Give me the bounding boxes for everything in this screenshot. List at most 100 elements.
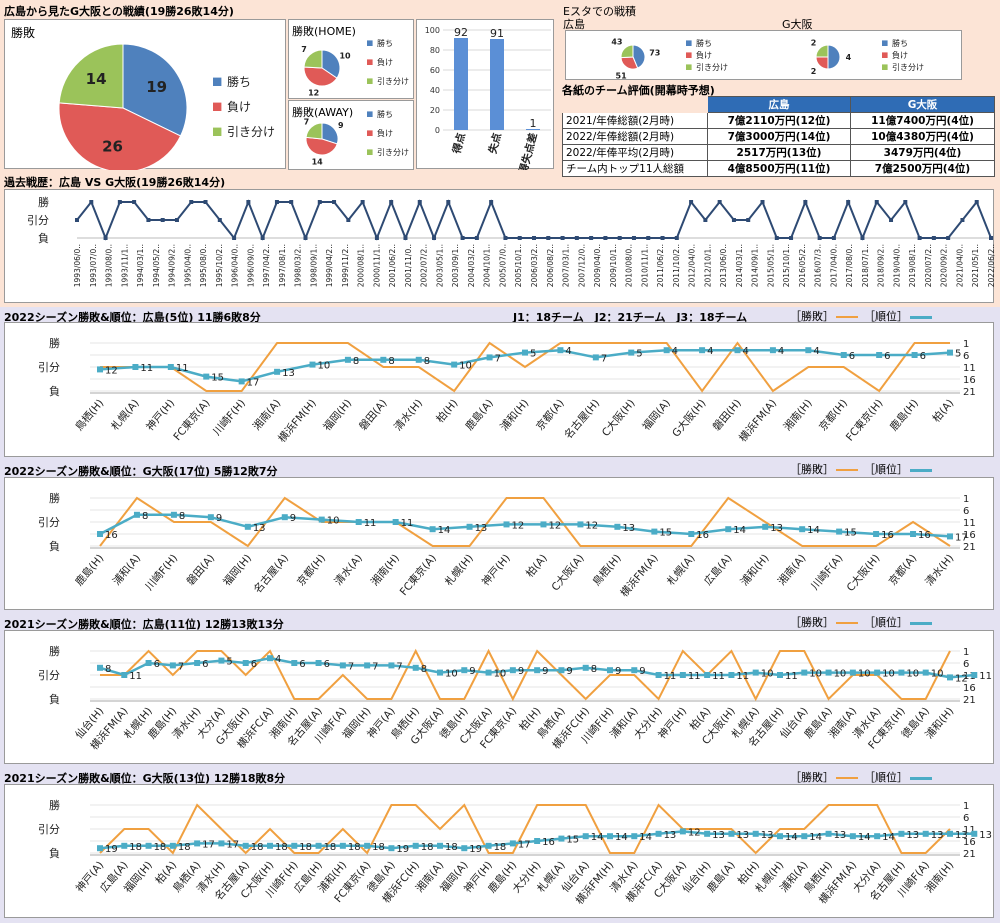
season-rank-point [557,347,564,354]
history-series-line [76,199,992,241]
season-category-label: 柏(A) [930,397,957,425]
season-category-label: 福岡(H) [320,397,354,434]
season-rank-tick: 16 [963,837,976,848]
home-slice [321,49,341,79]
history-point [132,200,137,204]
eval-cell: 7億3000万円(14位) [707,128,851,145]
season-rank-point [169,842,176,849]
overall-legend-swatch [213,127,222,136]
history-xtick-label: 2019/04/0.. [892,244,901,287]
legend-rank-swatch [910,468,932,472]
history-xtick-label: 2000/08/1.. [357,244,366,287]
season-rank-point [461,845,468,852]
season-category-label: FC東京(A) [397,552,439,598]
season-rank-point [558,835,565,842]
season-rank-label: 8 [591,664,597,675]
season-category-label: 名古屋(H) [562,397,603,442]
season-rank-point [315,660,322,666]
season-rank-point [876,352,883,358]
history-xtick-label: 2003/09/1.. [451,244,460,287]
season-panel-4: 勝引分負 1 6 11 16 21 19 18 18 18 17 17 18 18 18 18 18 18 19 18… [4,784,994,918]
season-category-label: FC東京(A) [171,397,213,443]
season-rank-point [799,526,806,533]
season-rank-label: 6 [202,659,208,670]
season-category-label: 磐田(A) [184,552,217,588]
season-rank-label: 10 [882,669,895,680]
history-point [532,236,536,240]
away-value-label: 7 [304,118,310,127]
history-point [174,218,179,222]
estadio-hiroshima-legend-swatch [686,64,692,70]
season-ylabel: 負 [49,847,60,860]
eval-row: 2022/年俸総額(2月時) 7億3000万円(14位) 10億4380万円(4… [562,128,995,145]
season-rank-point [825,669,832,676]
season-rank-label: 8 [142,511,148,522]
history-xtick-label: 2000/11/1.. [372,244,381,287]
away-legend-label: 勝ち [377,109,393,119]
season-rank-label: 18 [494,842,507,853]
estadio-hiroshima-slice [620,44,634,59]
season-legend: ［勝敗］ ［順位］ [790,461,932,477]
season-rank-label: 7 [601,353,607,364]
season-rank-label: 9 [566,666,572,677]
overall-value-label: 26 [102,138,123,156]
home-value-label: 12 [308,89,319,98]
history-point [189,200,194,204]
history-xtick-label: 2012/04/0.. [688,244,697,287]
season-rank-tick: 21 [963,849,976,860]
season-rank-point [947,830,953,837]
season-rank-tick: 16 [963,683,976,694]
history-xtick-label: 2001/06/2.. [388,244,397,287]
season-rank-label: 10 [761,669,774,680]
season-rank-label: 15 [844,528,857,539]
season-rank-point [503,521,510,528]
season-rank-label: 13 [712,830,725,841]
season-rank-point [167,364,174,370]
season-rank-point [631,833,638,840]
away-value-label: 9 [338,121,344,130]
history-point [803,200,808,204]
season-rank-point [679,828,686,835]
season-rank-point [145,842,152,849]
season-category-label: 札幌(A) [108,397,141,433]
season-rank-tick: 6 [963,813,969,824]
season-rank-label: 11 [979,671,992,682]
season-rank-label: 10 [494,669,507,680]
away-slice [305,122,323,140]
season-rank-label: 15 [659,528,672,539]
season-rank-point [582,664,589,671]
season-legend: ［勝敗］ ［順位］ [790,769,932,785]
home-legend-label: 引き分け [377,77,409,86]
season-rank-point [267,655,273,662]
season-rank-point [415,356,422,363]
history-point [760,200,765,204]
season-rank-label: 10 [931,669,944,680]
estadio-gosaka-label: G大阪 [782,18,813,31]
season-rank-label: 18 [251,842,264,853]
season-result-line [99,496,951,548]
history-xtick-label: 2004/03/2.. [467,244,476,287]
season-rank-point [509,667,516,674]
season-rank-label: 14 [882,832,895,843]
season-rank-point [315,842,322,849]
overall-value-label: 19 [146,78,167,96]
season-category-label: 鹿島(H) [887,397,921,434]
season-rank-label: 10 [318,361,331,372]
season-rank-label: 4 [778,346,784,357]
history-point [817,236,822,240]
history-xtick-label: 2016/05/2.. [798,244,807,287]
home-pie-title: 勝敗(HOME) [292,25,356,38]
legend-rank-label: ［順位］ [864,616,908,629]
season-category-label: 鹿島(A) [463,397,496,433]
history-xtick-label: 1995/08/0.. [199,244,208,287]
season-rank-label: 14 [591,832,604,843]
season-title-2: 2022シーズン勝敗&順位：G大阪(17位) 5勝12敗7分 [4,465,278,478]
season-rank-label: 13 [736,830,749,841]
season-category-label: 湘南(H) [781,397,815,434]
season-category-label: 京都(A) [886,552,919,588]
history-xtick-label: 1993/08/0.. [105,244,114,287]
season-category-label: FC東京(H) [843,397,885,444]
season-category-label: C大阪(A) [549,552,587,594]
